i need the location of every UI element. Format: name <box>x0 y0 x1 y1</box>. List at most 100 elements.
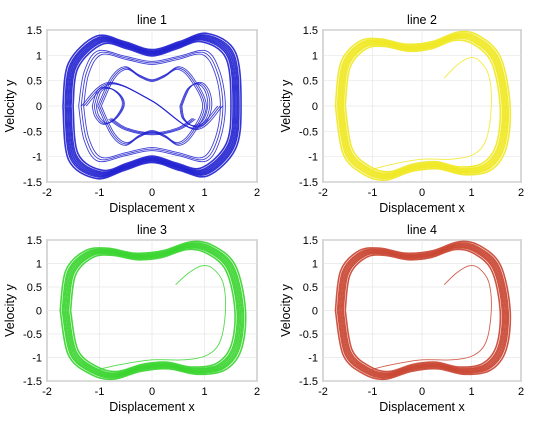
chart-title: line 3 <box>137 223 167 237</box>
y-tick-label: -0.5 <box>23 126 42 138</box>
series-line-2 <box>372 57 492 170</box>
y-tick-label: -1 <box>32 353 42 365</box>
x-tick-label: 1 <box>201 187 207 199</box>
series-line-1 <box>61 242 245 379</box>
chart-title: line 4 <box>407 223 437 237</box>
chart-panel-3: -2 -1 0 1 2 -1.5 -1 -0.5 0 0.5 1 1.5 line 3 Displacem… <box>3 223 260 414</box>
series-line-1 <box>336 32 510 180</box>
y-tick-label: -1 <box>32 152 42 164</box>
x-axis-label: Displacement x <box>109 201 195 215</box>
series-line-1 <box>338 33 508 179</box>
y-axis-label: Velocity y <box>3 79 17 133</box>
series-group <box>334 240 512 381</box>
y-tick-label: -1.5 <box>299 177 318 189</box>
chart-title: line 2 <box>407 13 437 27</box>
y-tick-label: 0 <box>312 306 318 318</box>
series-line-1 <box>72 40 232 172</box>
y-tick-label: 0.5 <box>303 282 318 294</box>
y-axis-label: Velocity y <box>3 283 17 337</box>
y-tick-label: 1 <box>312 259 318 271</box>
x-tick-label: 0 <box>149 187 155 199</box>
series-line-3 <box>97 66 207 146</box>
series-group <box>59 240 247 381</box>
grid <box>322 29 522 183</box>
series-line-1 <box>341 36 505 176</box>
y-tick-label: -1.5 <box>23 376 42 388</box>
y-tick-label: -0.5 <box>23 329 42 341</box>
series-line-1 <box>62 32 242 180</box>
series-line-6 <box>108 118 196 136</box>
x-tick-label: -2 <box>318 386 328 398</box>
series-line-7 <box>85 83 219 129</box>
x-tick-label: 2 <box>518 386 524 398</box>
y-tick-label: -1.5 <box>299 376 318 388</box>
y-tick-label: 0 <box>312 101 318 113</box>
x-tick-label: 0 <box>149 386 155 398</box>
series-line-1 <box>63 243 243 378</box>
series-line-5 <box>179 83 209 127</box>
series-line-4 <box>91 86 123 125</box>
series-line-2 <box>78 49 226 163</box>
y-tick-label: 0 <box>36 101 42 113</box>
series-line-1 <box>69 248 236 373</box>
y-tick-label: 1 <box>312 50 318 62</box>
series-line-2 <box>83 53 221 159</box>
y-tick-label: -1.5 <box>23 177 42 189</box>
x-tick-label: -1 <box>368 187 378 199</box>
series-line-2 <box>372 265 492 370</box>
y-tick-label: 0 <box>36 306 42 318</box>
series-line-1 <box>342 246 504 374</box>
series-group <box>62 32 242 180</box>
x-tick-label: 0 <box>419 187 425 199</box>
series-line-6 <box>109 118 195 135</box>
y-tick-label: 1 <box>36 259 42 271</box>
series-line-1 <box>68 37 236 175</box>
series-line-1 <box>341 245 505 376</box>
series-line-1 <box>66 245 240 376</box>
y-tick-label: -1 <box>308 152 318 164</box>
y-tick-label: 1.5 <box>27 25 42 37</box>
series-line-4 <box>93 87 124 125</box>
chart-panel-1: -2 -1 0 1 2 -1.5 -1 -0.5 0 0.5 1 1.5 line 1 Displacem… <box>3 13 260 215</box>
x-tick-label: -1 <box>368 386 378 398</box>
series-line-1 <box>339 244 507 377</box>
y-tick-label: 0.5 <box>303 76 318 88</box>
y-tick-label: -1 <box>308 353 318 365</box>
series-line-1 <box>342 37 504 175</box>
x-tick-label: 0 <box>419 386 425 398</box>
y-tick-label: 0.5 <box>27 76 42 88</box>
x-tick-label: -2 <box>318 187 328 199</box>
series-line-1 <box>344 39 502 173</box>
y-tick-label: 1 <box>36 50 42 62</box>
x-tick-label: -1 <box>95 187 105 199</box>
y-tick-label: 1.5 <box>303 25 318 37</box>
chart-title: line 1 <box>137 13 167 27</box>
series-line-1 <box>64 244 242 377</box>
x-tick-label: -2 <box>42 386 52 398</box>
x-tick-label: -2 <box>42 187 52 199</box>
grid <box>46 239 258 382</box>
series-line-1 <box>344 248 502 373</box>
x-axis-label: Displacement x <box>379 400 465 414</box>
y-tick-label: 1.5 <box>303 235 318 247</box>
series-line-3 <box>99 67 205 145</box>
series-line-1 <box>334 30 512 182</box>
x-tick-label: 1 <box>468 187 474 199</box>
x-tick-label: 2 <box>518 187 524 199</box>
series-line-3 <box>100 68 204 144</box>
series-line-1 <box>334 240 512 381</box>
x-axis-label: Displacement x <box>109 400 195 414</box>
series-line-4 <box>95 88 125 124</box>
series-line-1 <box>338 243 508 378</box>
series-line-1 <box>65 35 239 177</box>
x-tick-label: 1 <box>468 386 474 398</box>
x-tick-label: 2 <box>254 386 260 398</box>
y-tick-label: 0.5 <box>27 282 42 294</box>
x-axis-label: Displacement x <box>379 201 465 215</box>
series-group <box>334 30 512 182</box>
chart-panel-4: -2 -1 0 1 2 -1.5 -1 -0.5 0 0.5 1 1.5 line 4 Displacem… <box>279 223 524 414</box>
y-tick-label: -0.5 <box>299 126 318 138</box>
series-line-1 <box>67 246 239 374</box>
x-tick-label: -1 <box>95 386 105 398</box>
